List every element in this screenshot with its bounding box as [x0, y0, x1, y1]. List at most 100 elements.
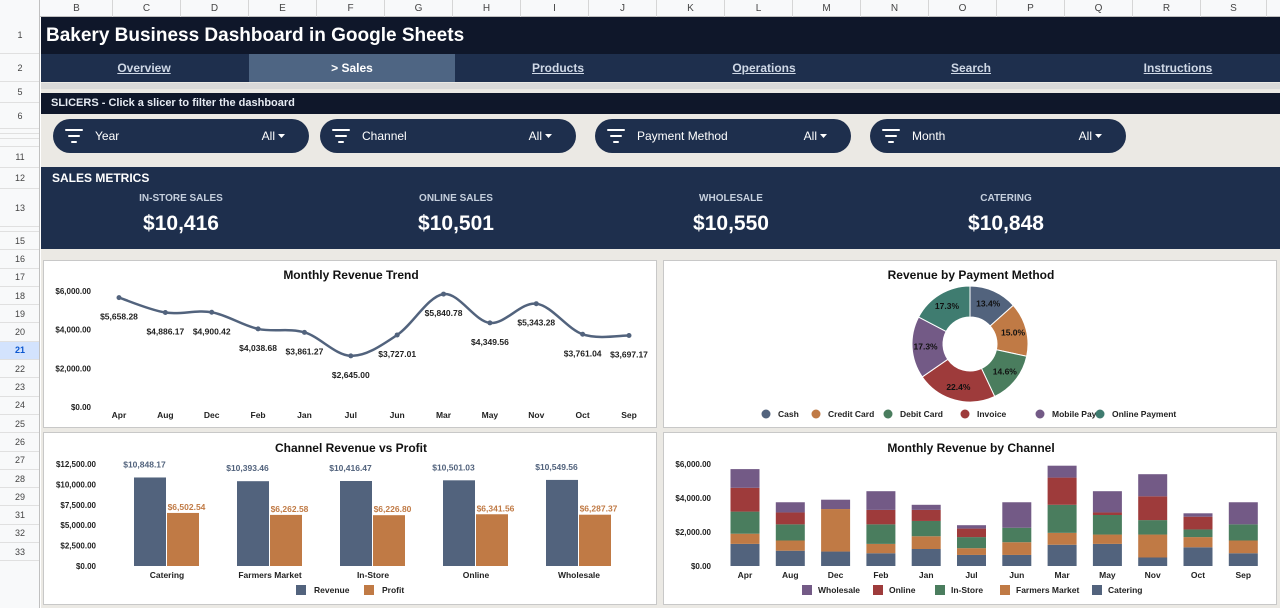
y-tick-label: $10,000.00	[56, 480, 97, 489]
bar-segment	[1092, 512, 1122, 515]
nav-tab-search[interactable]: Search	[950, 61, 992, 75]
column-header-r[interactable]: R	[1133, 0, 1201, 17]
chart-monthly-revenue-by-channel[interactable]: Monthly Revenue by Channel $0.00 $2,000.00…	[663, 432, 1277, 605]
row-header-6[interactable]: 6	[0, 103, 39, 129]
data-label: 17.3%	[914, 342, 939, 352]
slicer-month[interactable]: Month All	[870, 119, 1126, 153]
y-tick-label: $6,000.00	[675, 460, 711, 469]
column-header-e[interactable]: E	[249, 0, 317, 17]
bar-segment	[957, 528, 986, 538]
metric-online: ONLINE SALES $10,501	[336, 193, 576, 236]
data-label: $4,038.68	[239, 343, 277, 353]
chart-channel-revenue-vs-profit[interactable]: Channel Revenue vs Profit $0.00 $2,500.00 $…	[43, 432, 657, 605]
data-point	[209, 309, 215, 315]
row-header-25[interactable]: 25	[0, 415, 39, 434]
row-header-20[interactable]: 20	[0, 324, 39, 342]
row-header-17[interactable]: 17	[0, 269, 39, 287]
column-header-d[interactable]: D	[181, 0, 249, 17]
y-tick-label: $2,000.00	[675, 528, 711, 537]
data-label: 17.3%	[935, 301, 960, 311]
nav-tab-products[interactable]: Products	[531, 61, 584, 75]
row-header-14[interactable]	[0, 227, 39, 232]
slicer-year[interactable]: Year All	[53, 119, 309, 153]
column-header-f[interactable]: F	[317, 0, 385, 17]
bar-segment	[821, 509, 851, 552]
row-header-28[interactable]: 28	[0, 470, 39, 489]
nav-tab-operations[interactable]: Operations	[732, 61, 796, 75]
data-label: $3,697.17	[610, 350, 648, 360]
row-header-5[interactable]: 5	[0, 82, 39, 103]
x-tick-label: May	[1099, 570, 1116, 580]
row-header-15[interactable]: 15	[0, 232, 39, 251]
x-tick-label: Catering	[150, 570, 184, 580]
row-header-33[interactable]: 33	[0, 543, 39, 562]
row-header-1[interactable]: 1	[0, 17, 39, 54]
dropdown-arrow-icon	[545, 134, 552, 138]
row-header-32[interactable]: 32	[0, 525, 39, 544]
column-header-i[interactable]: I	[521, 0, 589, 17]
column-header-p[interactable]: P	[997, 0, 1065, 17]
column-header-h[interactable]: H	[453, 0, 521, 17]
row-header-19[interactable]: 19	[0, 305, 39, 324]
metric-value: $10,416	[143, 212, 219, 235]
column-header-b[interactable]: B	[41, 0, 113, 17]
data-label: $10,848.17	[123, 459, 166, 469]
row-header-31[interactable]: 31	[0, 507, 39, 525]
slicer-channel[interactable]: Channel All	[320, 119, 576, 153]
column-header-k[interactable]: K	[657, 0, 725, 17]
column-header-l[interactable]: L	[725, 0, 793, 17]
bar-segment	[1228, 524, 1258, 541]
row-header-29[interactable]: 29	[0, 488, 39, 507]
metric-catering: CATERING $10,848	[886, 193, 1126, 236]
data-label: $10,549.56	[535, 462, 578, 472]
bar-segment	[1047, 465, 1077, 478]
row-header-8[interactable]	[0, 134, 39, 139]
metric-label: IN-STORE SALES	[139, 193, 223, 204]
select-all-corner[interactable]	[0, 0, 40, 17]
bar-segment	[1047, 477, 1077, 505]
column-header-o[interactable]: O	[929, 0, 997, 17]
nav-tab-overview[interactable]: Overview	[117, 61, 171, 75]
slicer-payment-method[interactable]: Payment Method All	[595, 119, 851, 153]
slicer-value: All	[803, 129, 817, 143]
bar	[579, 514, 611, 566]
row-header-18[interactable]: 18	[0, 287, 39, 306]
row-header-12[interactable]: 12	[0, 168, 39, 189]
chart-title: Revenue by Payment Method	[888, 268, 1055, 282]
row-header-21[interactable]: 21	[0, 341, 39, 361]
row-header-27[interactable]: 27	[0, 452, 39, 470]
row-header-7[interactable]	[0, 129, 39, 134]
column-header-s[interactable]: S	[1201, 0, 1267, 17]
data-label: $4,349.56	[471, 337, 509, 347]
column-header-m[interactable]: M	[793, 0, 861, 17]
chart-revenue-by-payment-method[interactable]: Revenue by Payment Method 13.4% 15.0% 14.6%…	[663, 260, 1277, 428]
data-label: $5,658.28	[100, 312, 138, 322]
legend-label: Cash	[778, 409, 799, 419]
column-header-q[interactable]: Q	[1065, 0, 1133, 17]
column-header-c[interactable]: C	[113, 0, 181, 17]
data-label: $3,861.27	[286, 346, 324, 356]
row-header-2[interactable]: 2	[0, 54, 39, 82]
row-header-24[interactable]: 24	[0, 397, 39, 415]
column-header-j[interactable]: J	[589, 0, 657, 17]
row-header-16[interactable]: 16	[0, 250, 39, 269]
row-header-23[interactable]: 23	[0, 378, 39, 397]
legend-swatch	[802, 585, 812, 595]
nav-tab-instructions[interactable]: Instructions	[1143, 61, 1213, 75]
legend-label: Profit	[382, 585, 404, 595]
row-header-13[interactable]: 13	[0, 189, 39, 227]
data-label: $10,416.47	[329, 463, 372, 473]
x-tick-label: Jul	[345, 410, 357, 420]
bar-segment	[730, 469, 760, 488]
row-header-26[interactable]: 26	[0, 433, 39, 452]
nav-tab-sales[interactable]: > Sales	[249, 54, 455, 82]
chart-monthly-revenue-trend[interactable]: Monthly Revenue Trend $0.00 $2,000.00 $4,00…	[43, 260, 657, 428]
row-header-10[interactable]	[0, 139, 39, 147]
bar-segment	[1138, 474, 1168, 497]
column-header-g[interactable]: G	[385, 0, 453, 17]
row-header-22[interactable]: 22	[0, 360, 39, 379]
y-tick-label: $2,500.00	[60, 542, 96, 551]
bar-segment	[730, 533, 760, 544]
column-header-n[interactable]: N	[861, 0, 929, 17]
row-header-11[interactable]: 11	[0, 147, 39, 168]
